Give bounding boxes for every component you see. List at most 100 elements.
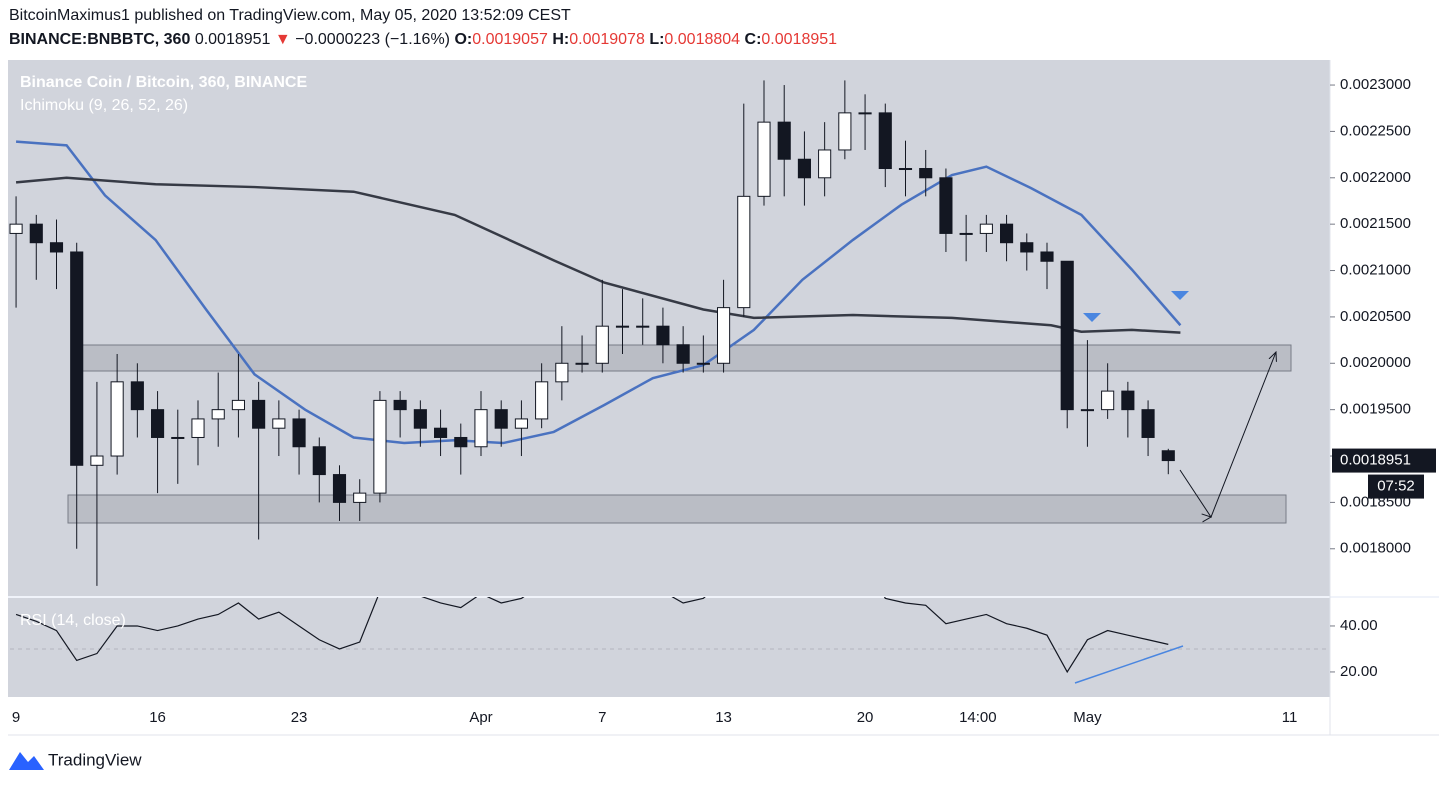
publish-info: BitcoinMaximus1 published on TradingView… [9,7,571,24]
candle-body [1161,450,1175,462]
x-tick-label: May [1073,709,1102,726]
candle-body [979,223,993,234]
y-tick-label: 20.00 [1340,663,1378,680]
last: 0.0018951 [194,31,271,48]
c: 0.0018951 [761,31,838,48]
c-label: C: [744,31,762,48]
candle-body [373,399,387,494]
x-tick-label: 11 [1282,709,1298,726]
logo-icon [9,752,44,770]
candle-body [151,409,165,438]
candle-body [858,112,872,115]
candle-body [1101,390,1115,411]
y-tick-label: 0.0020000 [1340,354,1411,371]
rsi-line [15,597,1169,674]
candle-body [494,409,508,429]
last-price-box [1332,448,1436,473]
candle-body [797,158,811,179]
candle-body [332,474,347,503]
y-tick-label: 0.0022000 [1340,169,1411,186]
x-tick-label: 16 [149,709,166,726]
candle-body [1040,251,1054,262]
candle-body [231,399,245,411]
candle-body [1141,409,1155,438]
logo [9,752,44,770]
indicator-title: Ichimoku (9, 26, 52, 26) [20,97,188,114]
o: 0.0019057 [472,31,548,48]
rsi-trendline [1074,645,1184,684]
candle-body [575,362,589,365]
candle-body [90,455,104,466]
y-tick-label: 0.0021500 [1340,215,1411,232]
h-label: H: [552,31,570,48]
candle-body [737,195,751,309]
arrow: ▼ [274,31,291,48]
candle-body [535,381,549,420]
brand: TradingView [48,750,142,769]
candle-body [615,325,630,328]
rsi-title: RSI (14, close) [20,612,126,629]
candle-body [777,121,791,160]
candle-body [70,251,84,466]
plot-background [8,60,1330,697]
last-price-label: 0.0018951 [1340,452,1411,469]
candle-body [29,223,43,244]
countdown-box [1368,474,1424,499]
countdown: 07:52 [1377,478,1415,495]
candle-body [130,381,144,411]
change: −0.0000223 (−1.16%) [295,31,450,48]
l: 0.0018804 [664,31,741,48]
y-tick-label: 0.0020500 [1340,308,1411,325]
candle-body [171,436,185,439]
chart-title: Binance Coin / Bitcoin, 360, BINANCE [20,74,307,91]
candle-body [656,325,670,346]
candle-body [110,381,124,457]
candle-body [474,409,488,448]
candle-body [636,325,650,328]
candle-body [838,112,852,151]
moving-average [15,140,1182,445]
symbol: BINANCE:BNBBTC, 360 [9,31,191,48]
candle-body [959,232,973,235]
y-tick-label: 0.0019500 [1340,401,1411,418]
price-pane [9,80,1182,586]
candle-body [595,325,609,364]
candle-body [878,112,892,170]
x-tick-label: 13 [715,709,732,726]
candle-body [434,427,448,438]
candle-body [393,399,407,411]
candle-body [454,436,468,448]
candle-body [1121,390,1135,411]
y-tick-label: 0.0018000 [1340,540,1411,557]
candle-body [1080,409,1094,412]
y-tick-label: 0.0021000 [1340,262,1411,279]
candle-body [353,492,367,503]
x-tick-label: 7 [598,709,606,726]
candle-body [9,223,23,234]
h: 0.0019078 [569,31,645,48]
y-tick-label: 0.0022500 [1340,122,1411,139]
marker-triangle [1171,291,1189,300]
candle-body [252,399,266,429]
candle-body [413,409,427,429]
candle-body [939,177,953,234]
candle-body [1020,242,1034,253]
candle-body [514,418,528,429]
support-zone [67,494,1287,524]
candle-body [717,307,731,364]
x-tick-label: 20 [857,709,874,726]
candle-body [1060,260,1074,411]
x-tick-label: 23 [291,709,308,726]
candle-body [272,418,286,429]
candle-body [818,149,832,179]
header-line: BitcoinMaximus1 published on TradingView… [9,7,571,25]
y-tick-label: 40.00 [1340,617,1378,634]
o-label: O: [454,31,473,48]
candle-body [49,242,64,253]
projection-arrow [1179,352,1276,517]
l-label: L: [649,31,665,48]
candle-body [211,409,225,420]
x-tick-label: 14:00 [959,709,997,726]
candle-body [696,362,710,365]
